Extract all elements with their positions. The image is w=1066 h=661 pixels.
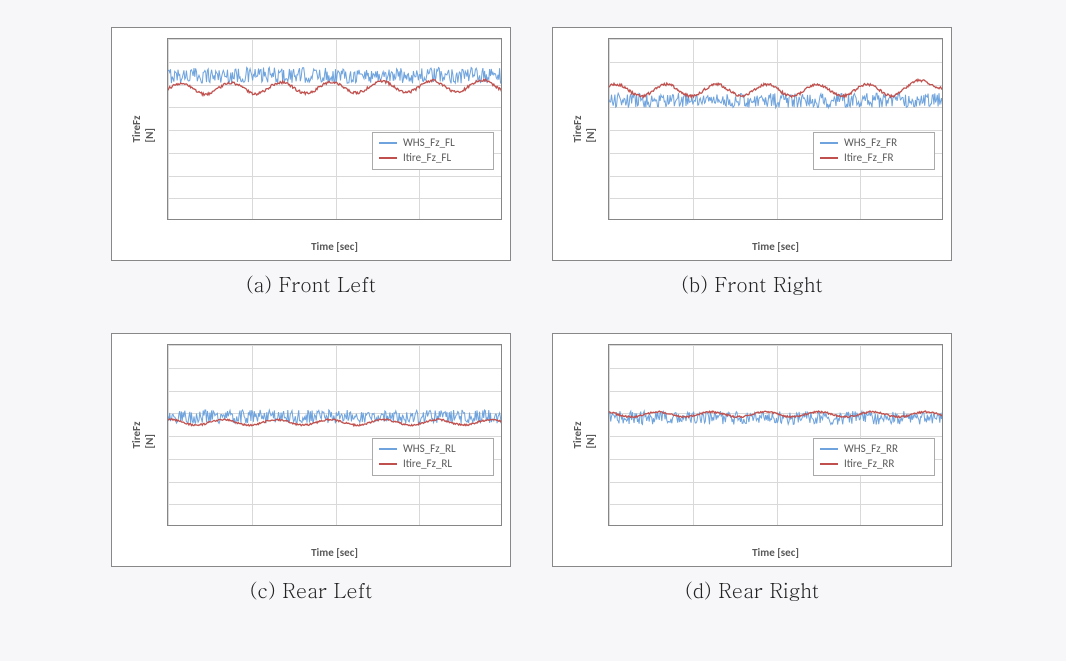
xtick-label: 15: [414, 525, 425, 526]
x-axis-label: Time [sec]: [235, 546, 435, 559]
x-axis-label: Time [sec]: [235, 240, 435, 253]
xtick-label: 5: [249, 219, 255, 220]
xtick-label: 10: [771, 219, 782, 220]
xtick-label: 15: [855, 219, 866, 220]
legend-label: WHS_Fz_RL: [403, 442, 456, 457]
legend-swatch: [379, 448, 397, 450]
subplot-caption: (b) Front Right: [681, 269, 822, 298]
legend-label: WHS_Fz_RR: [844, 442, 898, 457]
legend-swatch: [820, 448, 838, 450]
chart-panel-fl: 01,0002,0003,0004,0005,0006,0007,0008,00…: [111, 27, 511, 261]
xtick-label: 0: [167, 525, 171, 526]
series-svg: [609, 39, 943, 220]
legend: WHS_Fz_FLItire_Fz_FL: [372, 132, 494, 170]
legend-row: WHS_Fz_RL: [379, 442, 487, 457]
plot-area: 01,0002,0003,0004,0005,0006,0007,0008,00…: [167, 38, 502, 220]
legend-label: Itire_Fz_FL: [403, 151, 451, 166]
y-axis-label: TireFz [N]: [130, 116, 156, 143]
legend-label: Itire_Fz_FR: [844, 151, 893, 166]
legend-row: WHS_Fz_FL: [379, 136, 487, 151]
legend-row: Itire_Fz_FL: [379, 151, 487, 166]
subplot-caption: (c) Rear Left: [250, 575, 373, 604]
xtick-label: 20: [497, 219, 502, 220]
chart-panel-rl: 01,0002,0003,0004,0005,0006,0007,0008,00…: [111, 333, 511, 567]
legend-label: WHS_Fz_FR: [844, 136, 897, 151]
subplot-caption: (d) Rear Right: [685, 575, 819, 604]
legend: WHS_Fz_RLItire_Fz_RL: [372, 438, 494, 476]
legend-row: Itire_Fz_RR: [820, 457, 928, 472]
xtick-label: 5: [690, 525, 696, 526]
legend-row: WHS_Fz_RR: [820, 442, 928, 457]
series-whs: [168, 67, 502, 83]
legend-swatch: [379, 157, 397, 159]
xtick-label: 10: [771, 525, 782, 526]
xtick-label: 0: [608, 525, 612, 526]
xtick-label: 15: [855, 525, 866, 526]
chart-panel-rr: 01,0002,0003,0004,0005,0006,0007,0008,00…: [552, 333, 952, 567]
legend: WHS_Fz_RRItire_Fz_RR: [813, 438, 935, 476]
legend-row: WHS_Fz_FR: [820, 136, 928, 151]
xtick-label: 5: [690, 219, 696, 220]
chart-panel-fr: 01,0002,0003,0004,0005,0006,0007,0008,00…: [552, 27, 952, 261]
y-axis-label: TireFz [N]: [571, 116, 597, 143]
series-whs: [168, 410, 502, 424]
legend-swatch: [820, 463, 838, 465]
series-svg: [168, 39, 502, 220]
legend-row: Itire_Fz_FR: [820, 151, 928, 166]
legend-swatch: [820, 142, 838, 144]
plot-area: 01,0002,0003,0004,0005,0006,0007,0008,00…: [167, 344, 502, 526]
legend-label: Itire_Fz_RL: [403, 457, 452, 472]
legend-label: Itire_Fz_RR: [844, 457, 894, 472]
series-svg: [168, 345, 502, 526]
legend: WHS_Fz_FRItire_Fz_FR: [813, 132, 935, 170]
plot-area: 01,0002,0003,0004,0005,0006,0007,0008,00…: [608, 38, 943, 220]
subplot-caption: (a) Front Left: [246, 269, 376, 298]
legend-label: WHS_Fz_FL: [403, 136, 455, 151]
series-itire: [609, 79, 943, 97]
xtick-label: 10: [330, 525, 341, 526]
legend-swatch: [379, 463, 397, 465]
xtick-label: 20: [497, 525, 502, 526]
x-axis-label: Time [sec]: [676, 546, 876, 559]
xtick-label: 10: [330, 219, 341, 220]
y-axis-label: TireFz [N]: [130, 422, 156, 449]
x-axis-label: Time [sec]: [676, 240, 876, 253]
y-axis-label: TireFz [N]: [571, 422, 597, 449]
plot-area: 01,0002,0003,0004,0005,0006,0007,0008,00…: [608, 344, 943, 526]
xtick-label: 0: [608, 219, 612, 220]
xtick-label: 5: [249, 525, 255, 526]
xtick-label: 0: [167, 219, 171, 220]
xtick-label: 20: [938, 219, 943, 220]
legend-swatch: [820, 157, 838, 159]
legend-row: Itire_Fz_RL: [379, 457, 487, 472]
xtick-label: 20: [938, 525, 943, 526]
xtick-label: 15: [414, 219, 425, 220]
series-svg: [609, 345, 943, 526]
legend-swatch: [379, 142, 397, 144]
